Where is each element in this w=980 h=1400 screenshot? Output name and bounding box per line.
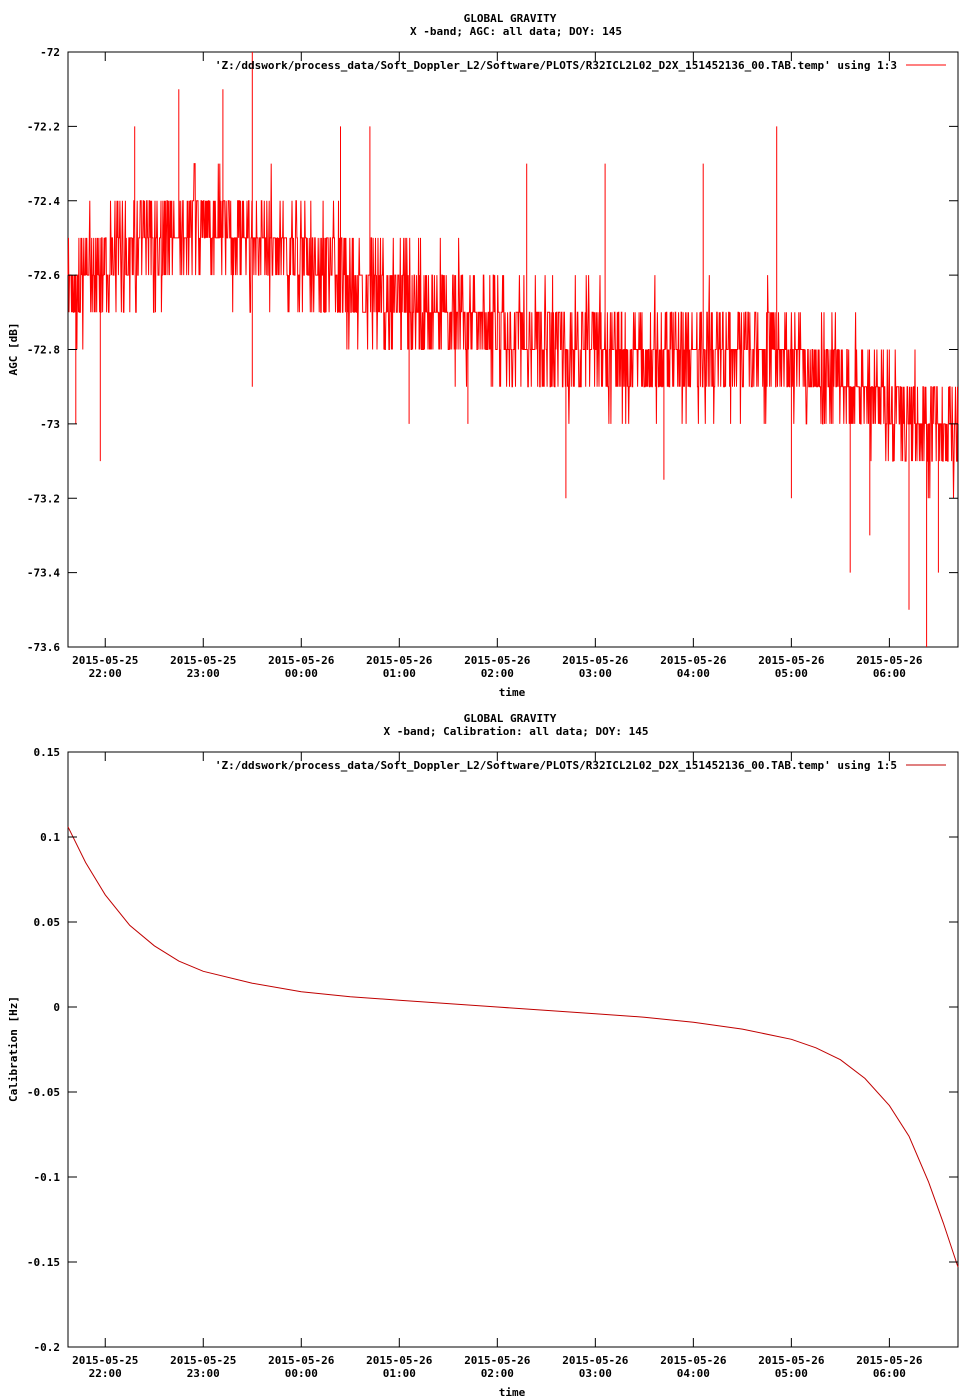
y-axis-label: Calibration [Hz] — [7, 996, 20, 1102]
x-tick-date: 2015-05-26 — [366, 1354, 433, 1367]
x-tick-time: 06:00 — [873, 1367, 906, 1380]
y-tick-label: -72.6 — [27, 269, 60, 282]
x-tick-time: 02:00 — [481, 667, 514, 680]
x-tick-time: 04:00 — [677, 667, 710, 680]
x-tick-time: 05:00 — [775, 1367, 808, 1380]
x-axis-ticks: 2015-05-2522:002015-05-2523:002015-05-26… — [72, 52, 923, 680]
x-tick-date: 2015-05-26 — [660, 1354, 727, 1367]
x-tick-time: 05:00 — [775, 667, 808, 680]
x-tick-time: 22:00 — [89, 667, 122, 680]
x-tick-time: 00:00 — [285, 667, 318, 680]
legend-label: 'Z:/ddswork/process_data/Soft_Doppler_L2… — [215, 759, 897, 772]
y-tick-label: -72.2 — [27, 120, 60, 133]
x-tick-date: 2015-05-25 — [72, 1354, 138, 1367]
y-tick-label: -73 — [40, 418, 60, 431]
x-tick-time: 03:00 — [579, 1367, 612, 1380]
x-tick-date: 2015-05-25 — [72, 654, 138, 667]
y-tick-label: 0.1 — [40, 831, 60, 844]
series-line — [67, 826, 959, 1268]
series-line — [67, 52, 959, 647]
x-tick-time: 02:00 — [481, 1367, 514, 1380]
x-tick-date: 2015-05-26 — [856, 654, 923, 667]
y-tick-label: -72 — [40, 46, 60, 59]
x-tick-time: 23:00 — [187, 667, 220, 680]
x-tick-date: 2015-05-26 — [464, 654, 531, 667]
x-tick-date: 2015-05-26 — [268, 1354, 335, 1367]
x-tick-date: 2015-05-25 — [170, 654, 236, 667]
x-tick-date: 2015-05-26 — [758, 1354, 825, 1367]
x-axis-ticks: 2015-05-2522:002015-05-2523:002015-05-26… — [72, 752, 923, 1380]
y-tick-label: 0 — [53, 1001, 60, 1014]
x-tick-time: 06:00 — [873, 667, 906, 680]
y-tick-label: 0.15 — [34, 746, 61, 759]
x-tick-time: 01:00 — [383, 1367, 416, 1380]
chart-subtitle: X -band; Calibration: all data; DOY: 145 — [384, 725, 649, 738]
y-axis-label: AGC [dB] — [7, 323, 20, 376]
x-tick-date: 2015-05-25 — [170, 1354, 236, 1367]
calibration-chart: GLOBAL GRAVITY X -band; Calibration: all… — [7, 712, 959, 1399]
y-tick-label: -72.8 — [27, 344, 60, 357]
y-tick-label: -0.15 — [27, 1256, 60, 1269]
chart-title: GLOBAL GRAVITY — [464, 712, 557, 725]
x-tick-time: 23:00 — [187, 1367, 220, 1380]
y-tick-label: -0.1 — [34, 1171, 61, 1184]
agc-chart: GLOBAL GRAVITY X -band; AGC: all data; D… — [7, 12, 959, 699]
y-tick-label: -73.4 — [27, 567, 60, 580]
x-tick-date: 2015-05-26 — [660, 654, 727, 667]
legend-label: 'Z:/ddswork/process_data/Soft_Doppler_L2… — [215, 59, 897, 72]
x-tick-date: 2015-05-26 — [562, 1354, 629, 1367]
y-tick-label: -0.2 — [34, 1341, 61, 1354]
x-tick-time: 00:00 — [285, 1367, 318, 1380]
x-tick-time: 04:00 — [677, 1367, 710, 1380]
x-axis-label: time — [499, 1386, 526, 1399]
plot-area — [67, 751, 959, 1348]
plot-frame — [67, 751, 959, 1348]
y-tick-label: 0.05 — [34, 916, 61, 929]
chart-title: GLOBAL GRAVITY — [464, 12, 557, 25]
x-tick-date: 2015-05-26 — [366, 654, 433, 667]
y-tick-label: -73.2 — [27, 492, 60, 505]
y-axis-ticks: 0.15 0.1 0.05 0 -0.05 -0.1 -0.15 -0.2 — [27, 746, 958, 1354]
plot-area — [67, 51, 959, 648]
x-tick-time: 03:00 — [579, 667, 612, 680]
x-tick-date: 2015-05-26 — [758, 654, 825, 667]
y-tick-label: -73.6 — [27, 641, 60, 654]
x-tick-date: 2015-05-26 — [464, 1354, 531, 1367]
y-tick-label: -0.05 — [27, 1086, 60, 1099]
y-axis-ticks: -72 -72.2 -72.4 -72.6 -72.8 -73 -73.2 -73.4 -73.… — [27, 46, 958, 654]
x-axis-label: time — [499, 686, 526, 699]
y-tick-label: -72.4 — [27, 195, 60, 208]
chart-subtitle: X -band; AGC: all data; DOY: 145 — [410, 25, 622, 38]
x-tick-time: 22:00 — [89, 1367, 122, 1380]
x-tick-date: 2015-05-26 — [856, 1354, 923, 1367]
x-tick-time: 01:00 — [383, 667, 416, 680]
x-tick-date: 2015-05-26 — [268, 654, 335, 667]
x-tick-date: 2015-05-26 — [562, 654, 629, 667]
